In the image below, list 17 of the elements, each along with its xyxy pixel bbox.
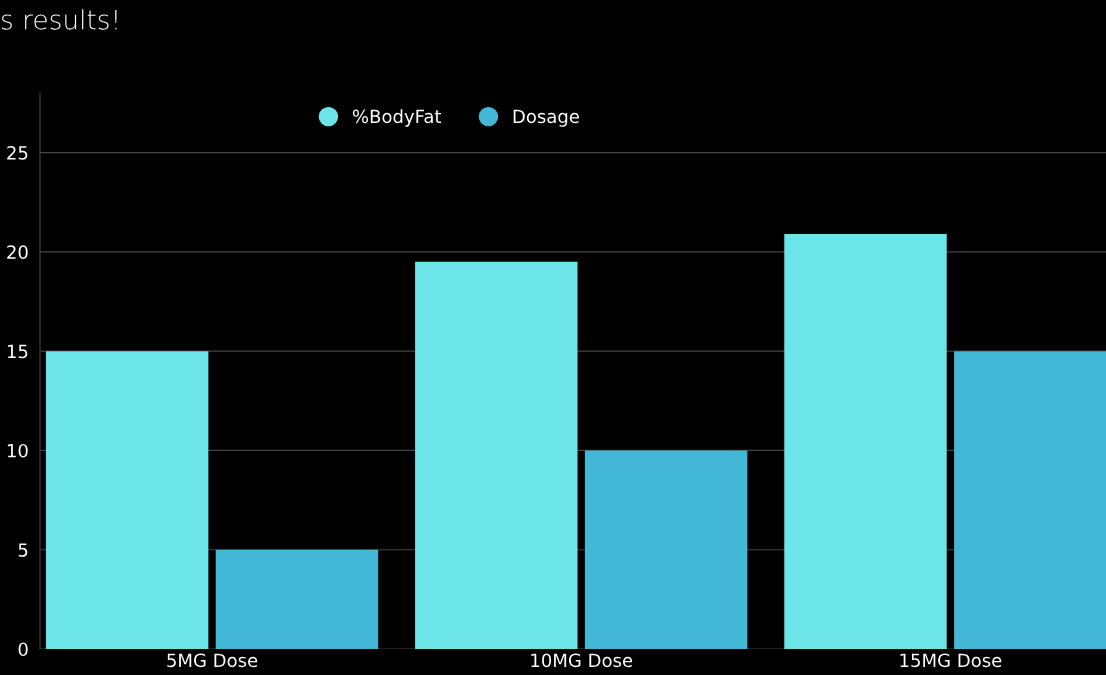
y-tick-label: 15 [7,344,28,359]
bar [584,450,748,649]
bar [45,351,209,649]
chart-title: s results! [1,9,117,30]
x-tick-label: 10MG Dose [531,653,633,668]
y-tick-label: 25 [7,146,28,160]
bar [215,549,379,649]
y-tick-label: 20 [7,245,28,259]
legend-label: Dosage [513,109,579,127]
x-tick-label: 5MG Dose [167,653,258,668]
legend-label: %BodyFat [352,109,442,127]
bar [415,261,578,649]
x-tick-label: 15MG Dose [900,653,1002,668]
y-tick-label: 5 [18,543,28,557]
y-tick-label: 10 [7,443,28,458]
y-tick-label: 0 [18,642,28,657]
bar [784,233,947,649]
